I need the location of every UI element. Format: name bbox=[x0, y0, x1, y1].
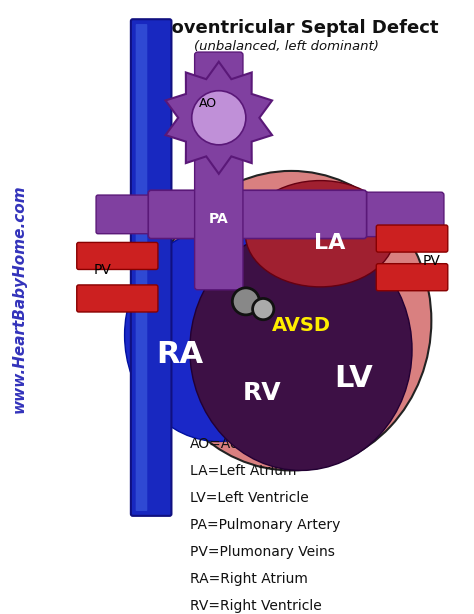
Text: PV: PV bbox=[94, 263, 112, 278]
FancyBboxPatch shape bbox=[136, 24, 147, 511]
Circle shape bbox=[253, 298, 274, 320]
Text: LV: LV bbox=[335, 364, 374, 393]
Text: RV: RV bbox=[243, 381, 282, 405]
Ellipse shape bbox=[246, 181, 395, 287]
Text: LV=Left Ventricle: LV=Left Ventricle bbox=[190, 491, 309, 505]
FancyBboxPatch shape bbox=[131, 19, 172, 516]
Text: PV=Plumonary Veins: PV=Plumonary Veins bbox=[190, 545, 335, 559]
Circle shape bbox=[232, 288, 259, 315]
Text: www.HeartBabyHome.com: www.HeartBabyHome.com bbox=[11, 184, 26, 413]
FancyBboxPatch shape bbox=[195, 52, 243, 290]
FancyBboxPatch shape bbox=[148, 190, 366, 239]
Text: Atrioventricular Septal Defect: Atrioventricular Septal Defect bbox=[134, 19, 438, 37]
FancyBboxPatch shape bbox=[376, 225, 448, 252]
Ellipse shape bbox=[125, 229, 313, 441]
Circle shape bbox=[192, 91, 246, 145]
Text: LA=Left Atrium: LA=Left Atrium bbox=[190, 464, 296, 478]
Ellipse shape bbox=[151, 171, 431, 470]
Text: AO: AO bbox=[199, 97, 217, 110]
Text: RA: RA bbox=[156, 340, 204, 369]
FancyBboxPatch shape bbox=[77, 243, 158, 270]
Text: RV=Right Ventricle: RV=Right Ventricle bbox=[190, 599, 321, 613]
FancyBboxPatch shape bbox=[376, 263, 448, 291]
FancyBboxPatch shape bbox=[96, 195, 168, 234]
Text: AVSD: AVSD bbox=[272, 316, 330, 335]
Text: RA=Right Atrium: RA=Right Atrium bbox=[190, 572, 308, 586]
Text: LA: LA bbox=[314, 233, 346, 254]
Text: PV: PV bbox=[422, 254, 440, 268]
FancyBboxPatch shape bbox=[341, 192, 444, 236]
FancyBboxPatch shape bbox=[77, 285, 158, 312]
Text: PA=Pulmonary Artery: PA=Pulmonary Artery bbox=[190, 518, 340, 532]
Ellipse shape bbox=[190, 229, 412, 470]
Polygon shape bbox=[165, 62, 272, 174]
Text: PA: PA bbox=[209, 212, 228, 226]
Text: (unbalanced, left dominant): (unbalanced, left dominant) bbox=[194, 41, 379, 53]
Text: AO=Aorta: AO=Aorta bbox=[190, 437, 259, 451]
